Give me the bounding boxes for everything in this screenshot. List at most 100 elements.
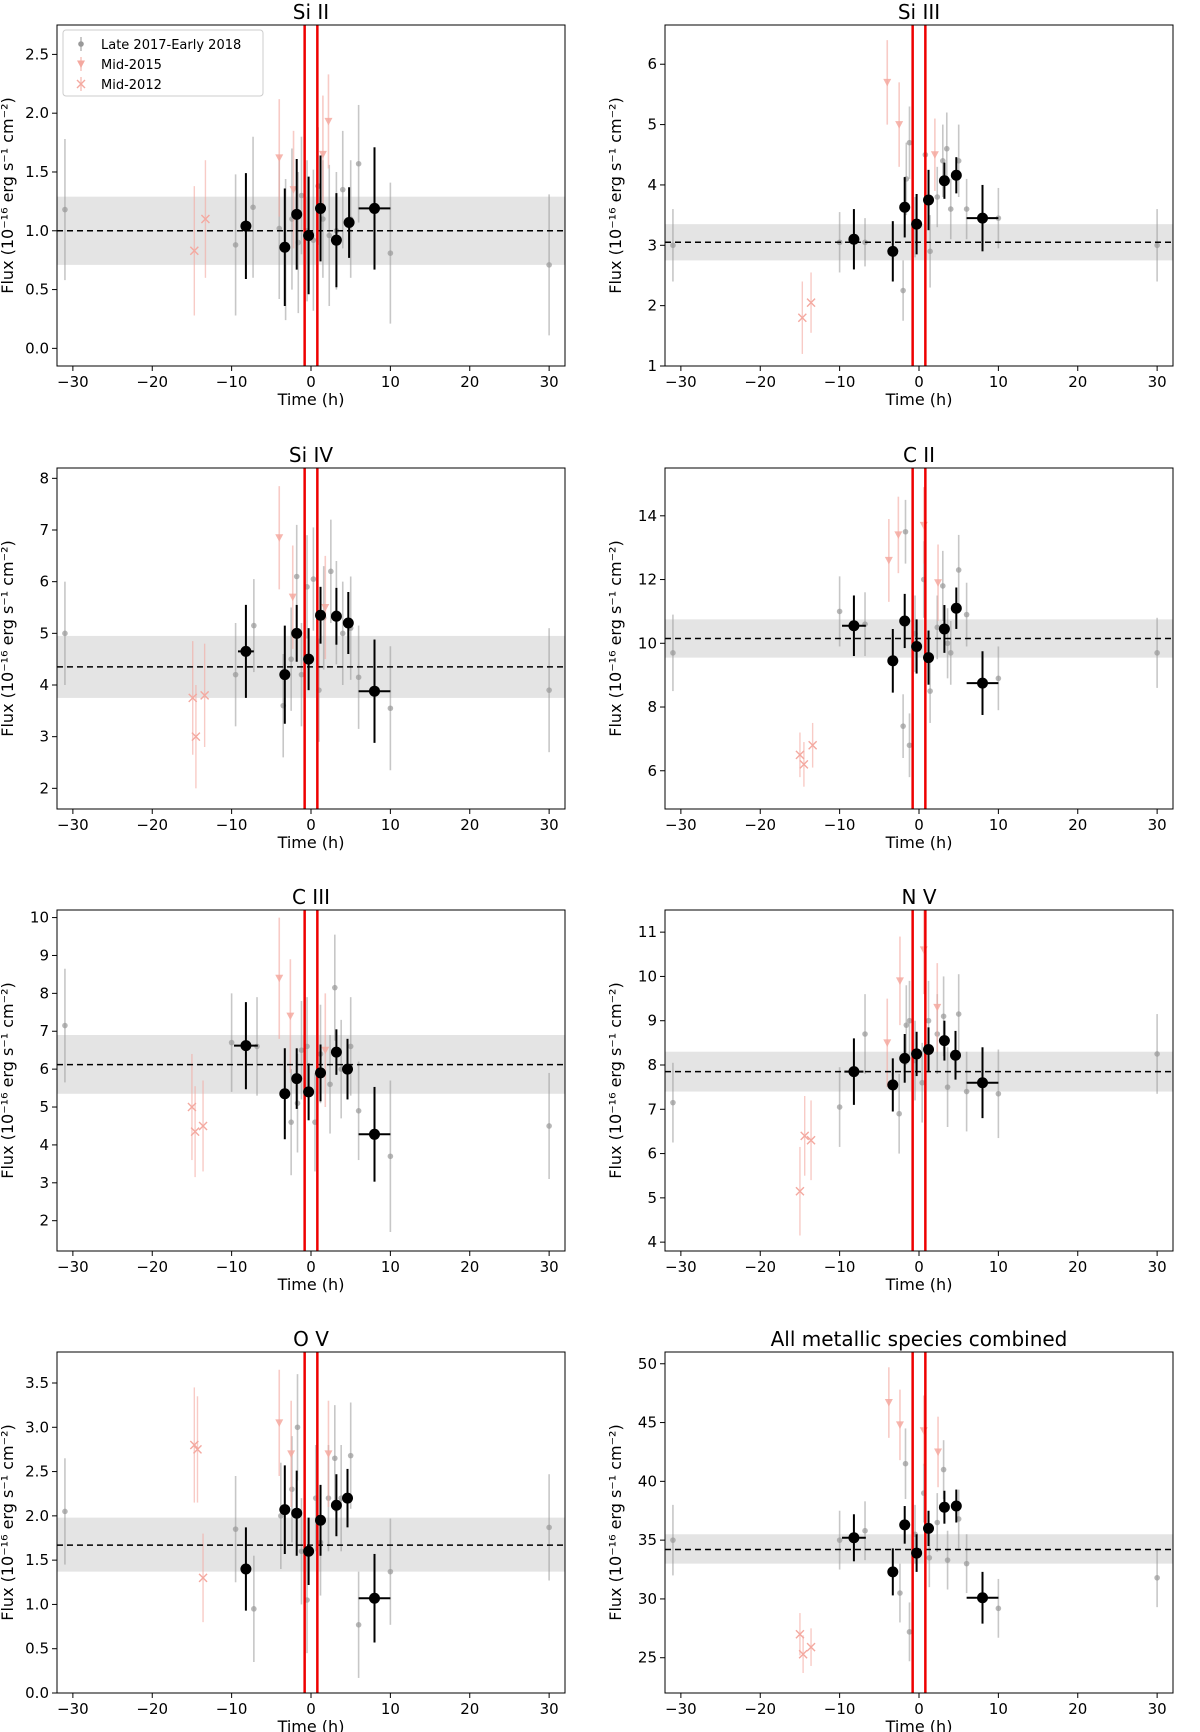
panel-title: Si IV (289, 443, 334, 467)
y-axis-label: Flux (10⁻¹⁶ erg s⁻¹ cm⁻²) (0, 97, 17, 293)
binned-point (369, 1128, 380, 1140)
y-tick-label: 14 (638, 507, 657, 525)
mid-2015-point (286, 1012, 295, 1021)
late-2017-point (862, 1527, 868, 1534)
late-2017-point (232, 671, 239, 678)
x-tick-label: 30 (1148, 816, 1167, 834)
binned-point (330, 234, 342, 246)
mid-2012-point (200, 214, 210, 224)
late-2017-point (347, 1452, 354, 1459)
legend-late-2017-marker (78, 41, 84, 47)
y-tick-label: 11 (638, 923, 657, 941)
late-2017-point (944, 640, 951, 647)
late-2017-point (947, 650, 954, 656)
late-2017-point (232, 1526, 239, 1532)
x-tick-label: 30 (540, 1700, 559, 1718)
panel-title: Si II (293, 0, 329, 24)
mid-2015-point (287, 1450, 296, 1458)
late-2017-point (293, 573, 300, 580)
late-2017-point (836, 1104, 843, 1110)
x-tick-label: −10 (824, 373, 856, 391)
y-tick-label: 5 (39, 624, 49, 642)
late-2017-point (906, 1017, 913, 1024)
y-tick-label: 2.5 (25, 45, 49, 63)
late-2017-point (310, 576, 317, 582)
x-tick-label: 20 (1068, 1258, 1087, 1276)
legend-late-2017-label: Late 2017-Early 2018 (101, 38, 241, 53)
legend-mid-2012-marker (76, 79, 86, 89)
y-tick-label: 6 (39, 1060, 49, 1078)
mid-2012-point (198, 1573, 208, 1583)
late-2017-point (940, 583, 946, 589)
late-2017-point (347, 1043, 354, 1050)
y-tick-label: 25 (638, 1649, 657, 1667)
late-2017-point (906, 1629, 913, 1635)
mid-2015-point (275, 1419, 284, 1427)
late-2017-point (897, 1590, 903, 1596)
x-axis-label: Time (h) (277, 1275, 345, 1294)
binned-point (977, 1077, 988, 1089)
y-tick-label: 1.5 (25, 1551, 49, 1569)
y-tick-label: 1.0 (25, 1595, 49, 1613)
y-tick-label: 3.0 (25, 1418, 49, 1436)
late-2017-point (934, 194, 941, 200)
late-2017-point (327, 1081, 333, 1088)
binned-point (279, 669, 291, 681)
y-tick-label: 40 (638, 1472, 657, 1490)
y-tick-label: 9 (647, 1012, 657, 1030)
late-2017-point (1154, 650, 1160, 656)
binned-point (911, 640, 923, 652)
y-tick-label: 2 (39, 779, 49, 797)
mid-2012-point (806, 1135, 816, 1145)
binned-point (343, 217, 355, 229)
binned-point (938, 623, 950, 635)
y-axis-label: Flux (10⁻¹⁶ erg s⁻¹ cm⁻²) (606, 1424, 625, 1620)
late-2017-point (387, 1568, 394, 1575)
late-2017-point (251, 622, 257, 629)
panel-o-v: −30 −20 −10 0 10 20 30 0.0 0.5 1.0 1.5 2.0 2.5 3.0 3.5… (0, 1327, 566, 1732)
y-axis-label: Flux (10⁻¹⁶ erg s⁻¹ cm⁻²) (606, 97, 625, 293)
late-2017-point (906, 139, 913, 146)
y-tick-label: 0.0 (25, 339, 49, 357)
x-tick-label: 0 (306, 1700, 316, 1718)
y-tick-label: 4 (647, 1233, 657, 1251)
late-2017-point (995, 1090, 1002, 1097)
x-tick-label: −30 (665, 373, 697, 391)
late-2017-point (944, 1557, 951, 1563)
mid-2012-point (189, 246, 199, 256)
binned-point (848, 1532, 860, 1544)
mid-2015-point (275, 974, 284, 983)
x-tick-label: 10 (989, 816, 1008, 834)
binned-point (911, 218, 923, 230)
y-tick-label: 7 (39, 521, 49, 539)
plot-area (665, 468, 1173, 809)
late-2017-point (670, 650, 676, 656)
binned-point (887, 245, 899, 257)
late-2017-point (355, 1108, 362, 1114)
panel-title: C III (292, 885, 330, 909)
y-tick-label: 6 (647, 762, 657, 780)
mid-2012-point (806, 298, 816, 308)
x-tick-label: 30 (540, 373, 559, 391)
late-2017-point (896, 1110, 902, 1117)
x-tick-label: −20 (744, 816, 776, 834)
panel-si-ii: −30 −20 −10 0 10 20 30 0.0 0.5 1.0 1.5 2.0 2.5 Si II T… (0, 0, 566, 409)
x-tick-label: −20 (744, 373, 776, 391)
binned-point (342, 1492, 354, 1504)
x-tick-label: 30 (1148, 1258, 1167, 1276)
x-tick-label: 0 (914, 373, 924, 391)
late-2017-point (332, 984, 338, 991)
binned-point (291, 627, 303, 639)
x-tick-label: 10 (381, 816, 400, 834)
y-tick-label: 1.0 (25, 222, 49, 240)
y-tick-label: 7 (39, 1022, 49, 1040)
late-2017-point (328, 568, 334, 575)
panel-title: O V (293, 1327, 329, 1351)
x-axis-label: Time (h) (885, 390, 953, 409)
late-2017-point (546, 687, 552, 693)
late-2017-point (934, 1519, 941, 1526)
binned-point (950, 1500, 962, 1512)
y-tick-label: 10 (30, 909, 49, 927)
binned-point (911, 1547, 923, 1559)
